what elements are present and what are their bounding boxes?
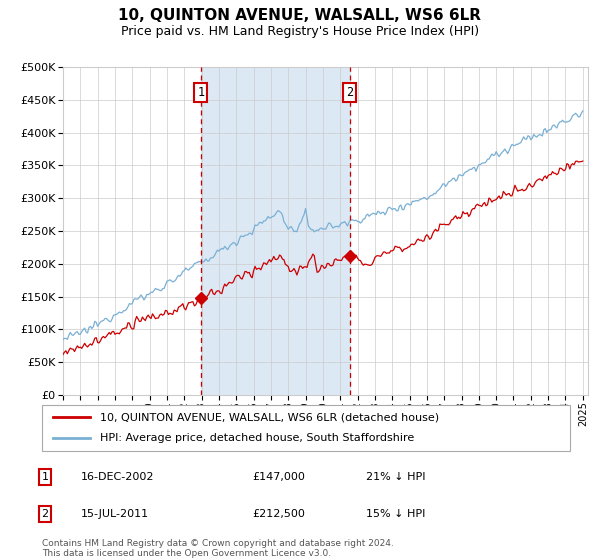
Text: 1: 1 xyxy=(197,86,205,99)
Text: 16-DEC-2002: 16-DEC-2002 xyxy=(81,472,155,482)
Text: 2: 2 xyxy=(346,86,353,99)
Text: 15-JUL-2011: 15-JUL-2011 xyxy=(81,509,149,519)
Text: £147,000: £147,000 xyxy=(252,472,305,482)
Bar xyxy=(201,67,350,395)
Text: Contains HM Land Registry data © Crown copyright and database right 2024.
This d: Contains HM Land Registry data © Crown c… xyxy=(42,539,394,558)
Text: 15% ↓ HPI: 15% ↓ HPI xyxy=(366,509,425,519)
FancyBboxPatch shape xyxy=(42,405,570,451)
Text: 10, QUINTON AVENUE, WALSALL, WS6 6LR (detached house): 10, QUINTON AVENUE, WALSALL, WS6 6LR (de… xyxy=(100,412,439,422)
Text: HPI: Average price, detached house, South Staffordshire: HPI: Average price, detached house, Sout… xyxy=(100,433,415,444)
Text: Price paid vs. HM Land Registry's House Price Index (HPI): Price paid vs. HM Land Registry's House … xyxy=(121,25,479,38)
Text: 21% ↓ HPI: 21% ↓ HPI xyxy=(366,472,425,482)
Text: 10, QUINTON AVENUE, WALSALL, WS6 6LR: 10, QUINTON AVENUE, WALSALL, WS6 6LR xyxy=(119,8,482,24)
Text: £212,500: £212,500 xyxy=(252,509,305,519)
Text: 1: 1 xyxy=(41,472,49,482)
Text: 2: 2 xyxy=(41,509,49,519)
